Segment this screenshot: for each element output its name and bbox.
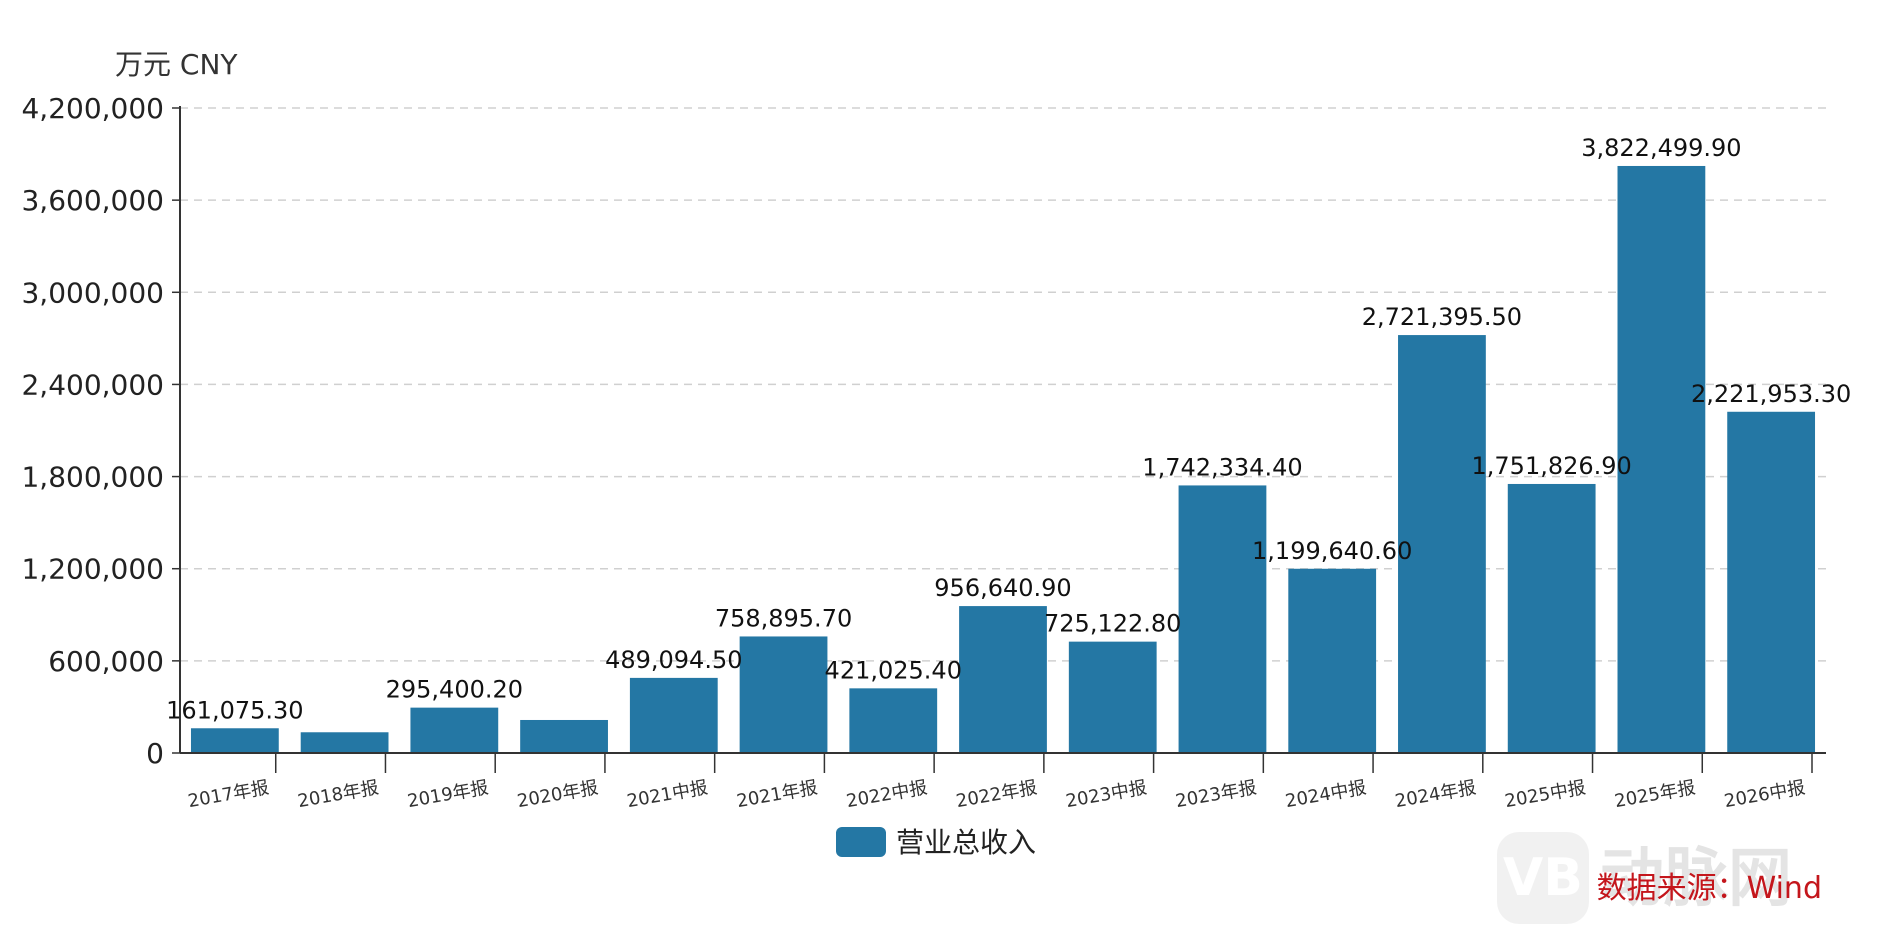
x-tick-label: 2026中报 bbox=[1723, 777, 1807, 812]
y-tick-label: 3,600,000 bbox=[21, 184, 164, 217]
data-label: 295,400.20 bbox=[386, 676, 523, 704]
data-label: 3,822,499.90 bbox=[1581, 134, 1741, 162]
y-tick-label: 1,800,000 bbox=[21, 461, 164, 494]
unit-label: 万元 CNY bbox=[115, 48, 238, 81]
bar bbox=[520, 719, 608, 753]
data-label: 1,751,826.90 bbox=[1472, 452, 1632, 480]
bars bbox=[190, 165, 1816, 753]
source-text: 数据来源：Wind bbox=[1597, 871, 1822, 906]
x-axis: 2017年报 2018年报 2019年报 2020年报 2021中报 2021年报 2022… bbox=[180, 752, 1826, 812]
y-tick-label: 4,200,000 bbox=[21, 92, 164, 125]
bar bbox=[959, 606, 1047, 753]
data-label: 1,742,334.40 bbox=[1142, 453, 1302, 481]
legend-label: 营业总收入 bbox=[896, 826, 1036, 859]
data-label: 421,025.40 bbox=[825, 656, 962, 684]
data-label: 2,221,953.30 bbox=[1691, 380, 1851, 408]
x-tick-label: 2025中报 bbox=[1503, 777, 1587, 812]
bar bbox=[629, 677, 718, 753]
data-label: 725,122.80 bbox=[1044, 610, 1181, 638]
bar bbox=[1727, 411, 1816, 753]
bar bbox=[300, 732, 389, 753]
x-tick-label: 2023中报 bbox=[1064, 777, 1148, 812]
bar bbox=[739, 636, 828, 753]
legend: 营业总收入 bbox=[836, 826, 1036, 859]
data-label: 956,640.90 bbox=[934, 574, 1071, 602]
y-tick-label: 2,400,000 bbox=[21, 368, 164, 401]
x-tick-label: 2017年报 bbox=[186, 777, 270, 812]
y-axis: 0 600,000 1,200,000 1,800,000 2,400,000 3,000… bbox=[21, 92, 181, 770]
x-tick-label: 2021中报 bbox=[625, 777, 709, 812]
bar bbox=[1178, 485, 1267, 753]
bar bbox=[1288, 568, 1377, 753]
watermark: VB 动脉网 bbox=[1497, 832, 1792, 924]
x-tick-label: 2020年报 bbox=[516, 777, 600, 812]
legend-swatch bbox=[836, 827, 886, 857]
bar bbox=[1617, 165, 1706, 753]
x-tick-label: 2022中报 bbox=[845, 777, 929, 812]
data-label: 489,094.50 bbox=[605, 646, 742, 674]
x-tick-label: 2023年报 bbox=[1174, 777, 1258, 812]
x-tick-label: 2021年报 bbox=[735, 777, 819, 812]
x-tick-label: 2022年报 bbox=[955, 777, 1039, 812]
data-label: 2,721,395.50 bbox=[1362, 303, 1522, 331]
x-tick-label: 2019年报 bbox=[406, 777, 490, 812]
bar bbox=[849, 688, 938, 753]
bar bbox=[1507, 483, 1596, 753]
data-labels: 161,075.30 295,400.20 489,094.50 758,895.70… bbox=[166, 134, 1851, 724]
bar bbox=[410, 707, 499, 753]
vb-logo-icon: VB bbox=[1497, 832, 1589, 924]
svg-text:VB: VB bbox=[1503, 848, 1583, 908]
data-label: 1,199,640.60 bbox=[1252, 537, 1412, 565]
x-tick-label: 2018年报 bbox=[296, 777, 380, 812]
data-label: 161,075.30 bbox=[166, 696, 303, 724]
y-tick-label: 3,000,000 bbox=[21, 276, 164, 309]
bar bbox=[1398, 335, 1486, 753]
watermark-text: 动脉网 bbox=[1600, 842, 1792, 916]
y-tick-label: 600,000 bbox=[48, 645, 164, 678]
data-label: 758,895.70 bbox=[715, 604, 852, 632]
bar bbox=[190, 728, 279, 753]
y-tick-label: 1,200,000 bbox=[21, 553, 164, 586]
bar bbox=[1068, 641, 1157, 753]
x-tick-label: 2024中报 bbox=[1284, 777, 1368, 812]
x-tick-label: 2025年报 bbox=[1613, 777, 1697, 812]
y-tick-label: 0 bbox=[146, 737, 164, 770]
x-tick-label: 2024年报 bbox=[1393, 777, 1477, 812]
